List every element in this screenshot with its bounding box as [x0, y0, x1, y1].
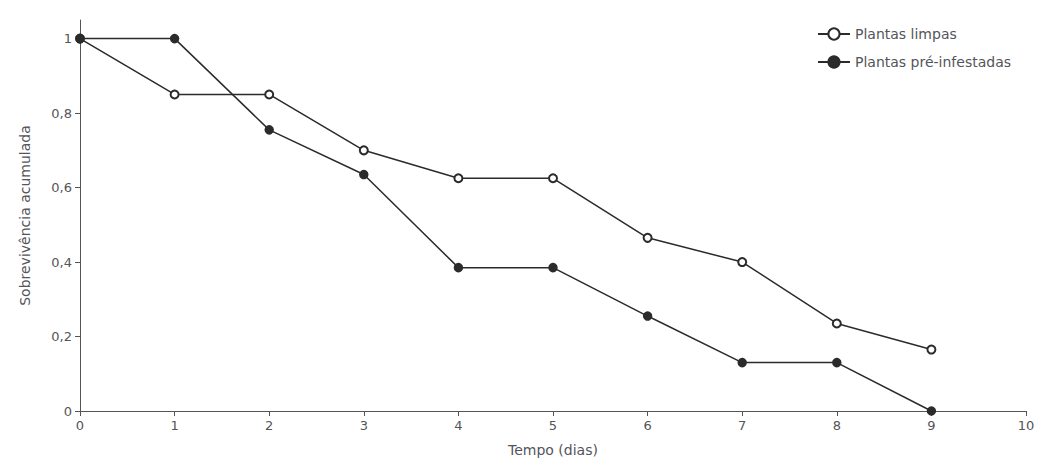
svg-text:0,6: 0,6: [51, 180, 72, 195]
svg-text:0,2: 0,2: [51, 329, 72, 344]
svg-text:Tempo (dias): Tempo (dias): [507, 442, 598, 458]
svg-text:4: 4: [454, 418, 462, 433]
svg-text:3: 3: [360, 418, 368, 433]
svg-text:9: 9: [927, 418, 935, 433]
svg-text:1: 1: [170, 418, 178, 433]
svg-text:Sobrevivência acumulada: Sobrevivência acumulada: [17, 125, 33, 306]
svg-text:0: 0: [76, 418, 84, 433]
svg-text:0,8: 0,8: [51, 106, 72, 121]
svg-text:Plantas limpas: Plantas limpas: [855, 26, 957, 42]
svg-text:6: 6: [643, 418, 651, 433]
svg-text:8: 8: [833, 418, 841, 433]
svg-text:10: 10: [1018, 418, 1035, 433]
svg-text:2: 2: [265, 418, 273, 433]
svg-text:5: 5: [549, 418, 557, 433]
svg-text:1: 1: [64, 31, 72, 46]
svg-text:0: 0: [64, 404, 72, 419]
svg-text:Plantas pré-infestadas: Plantas pré-infestadas: [855, 54, 1011, 70]
svg-text:0,4: 0,4: [51, 255, 72, 270]
svg-text:7: 7: [738, 418, 746, 433]
